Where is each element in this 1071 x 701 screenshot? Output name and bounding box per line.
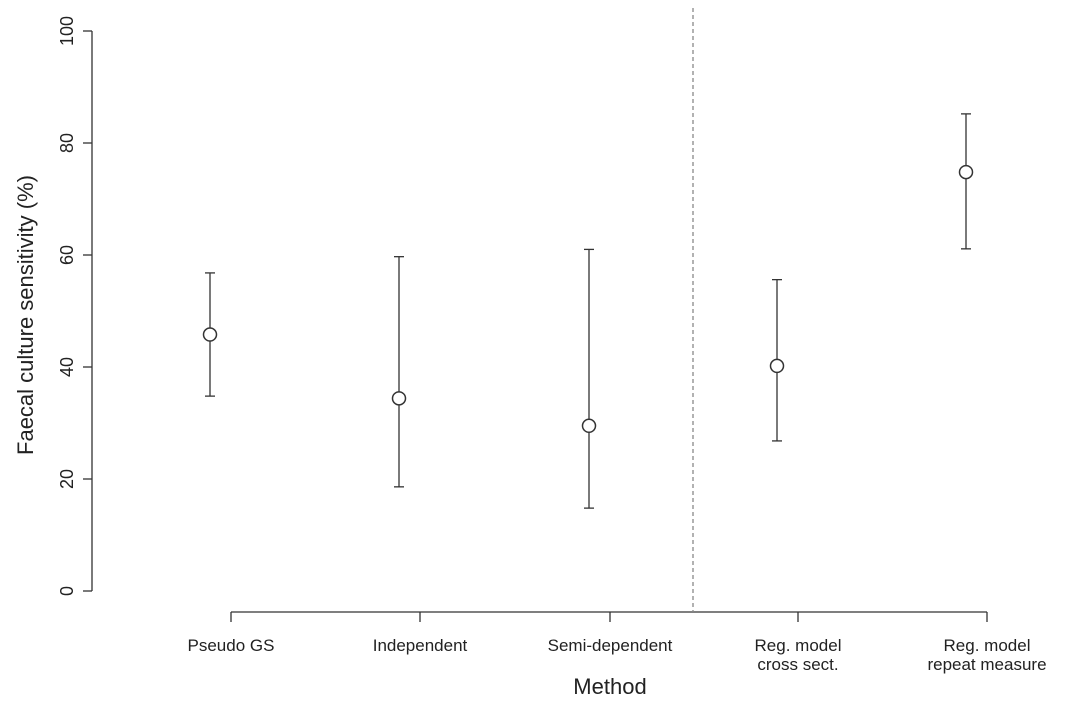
y-tick-label-2: 40 (57, 357, 77, 377)
x-tick-label-line: Pseudo GS (188, 636, 275, 655)
estimate-1 (391, 256, 407, 488)
x-tick-label-line: Reg. model (944, 636, 1031, 655)
point-3 (769, 358, 785, 374)
estimate-3 (769, 278, 785, 442)
x-tick-label-line: Independent (373, 636, 468, 655)
x-axis-title: Method (573, 674, 646, 699)
estimate-2 (581, 248, 597, 509)
x-tick-label-1: Independent (373, 636, 468, 655)
x-tick-label-4: Reg. model repeat measure (927, 636, 1046, 674)
x-axis: Pseudo GS Independent Semi-dependent Reg. m… (188, 611, 1047, 674)
x-tick-label-2: Semi-dependent (548, 636, 673, 655)
x-tick-label-line: Semi-dependent (548, 636, 673, 655)
x-tick-label-line: repeat measure (927, 655, 1046, 674)
x-tick-label-line: Reg. model (755, 636, 842, 655)
y-axis: 0 20 40 60 80 100 (57, 16, 93, 596)
point-2 (581, 418, 597, 434)
y-tick-label-3: 60 (57, 245, 77, 265)
y-tick-label-1: 20 (57, 469, 77, 489)
y-tick-label-4: 80 (57, 133, 77, 153)
estimate-0 (202, 272, 218, 397)
point-0 (202, 327, 218, 342)
x-tick-label-3: Reg. model cross sect. (755, 636, 842, 674)
x-tick-label-line: cross sect. (757, 655, 838, 674)
y-tick-label-0: 0 (57, 586, 77, 596)
y-axis-title: Faecal culture sensitivity (%) (13, 175, 38, 455)
point-4 (958, 164, 974, 180)
point-1 (391, 391, 407, 406)
estimate-4 (958, 113, 974, 250)
y-tick-label-5: 100 (57, 16, 77, 46)
x-tick-label-0: Pseudo GS (188, 636, 275, 655)
marks (202, 113, 974, 509)
